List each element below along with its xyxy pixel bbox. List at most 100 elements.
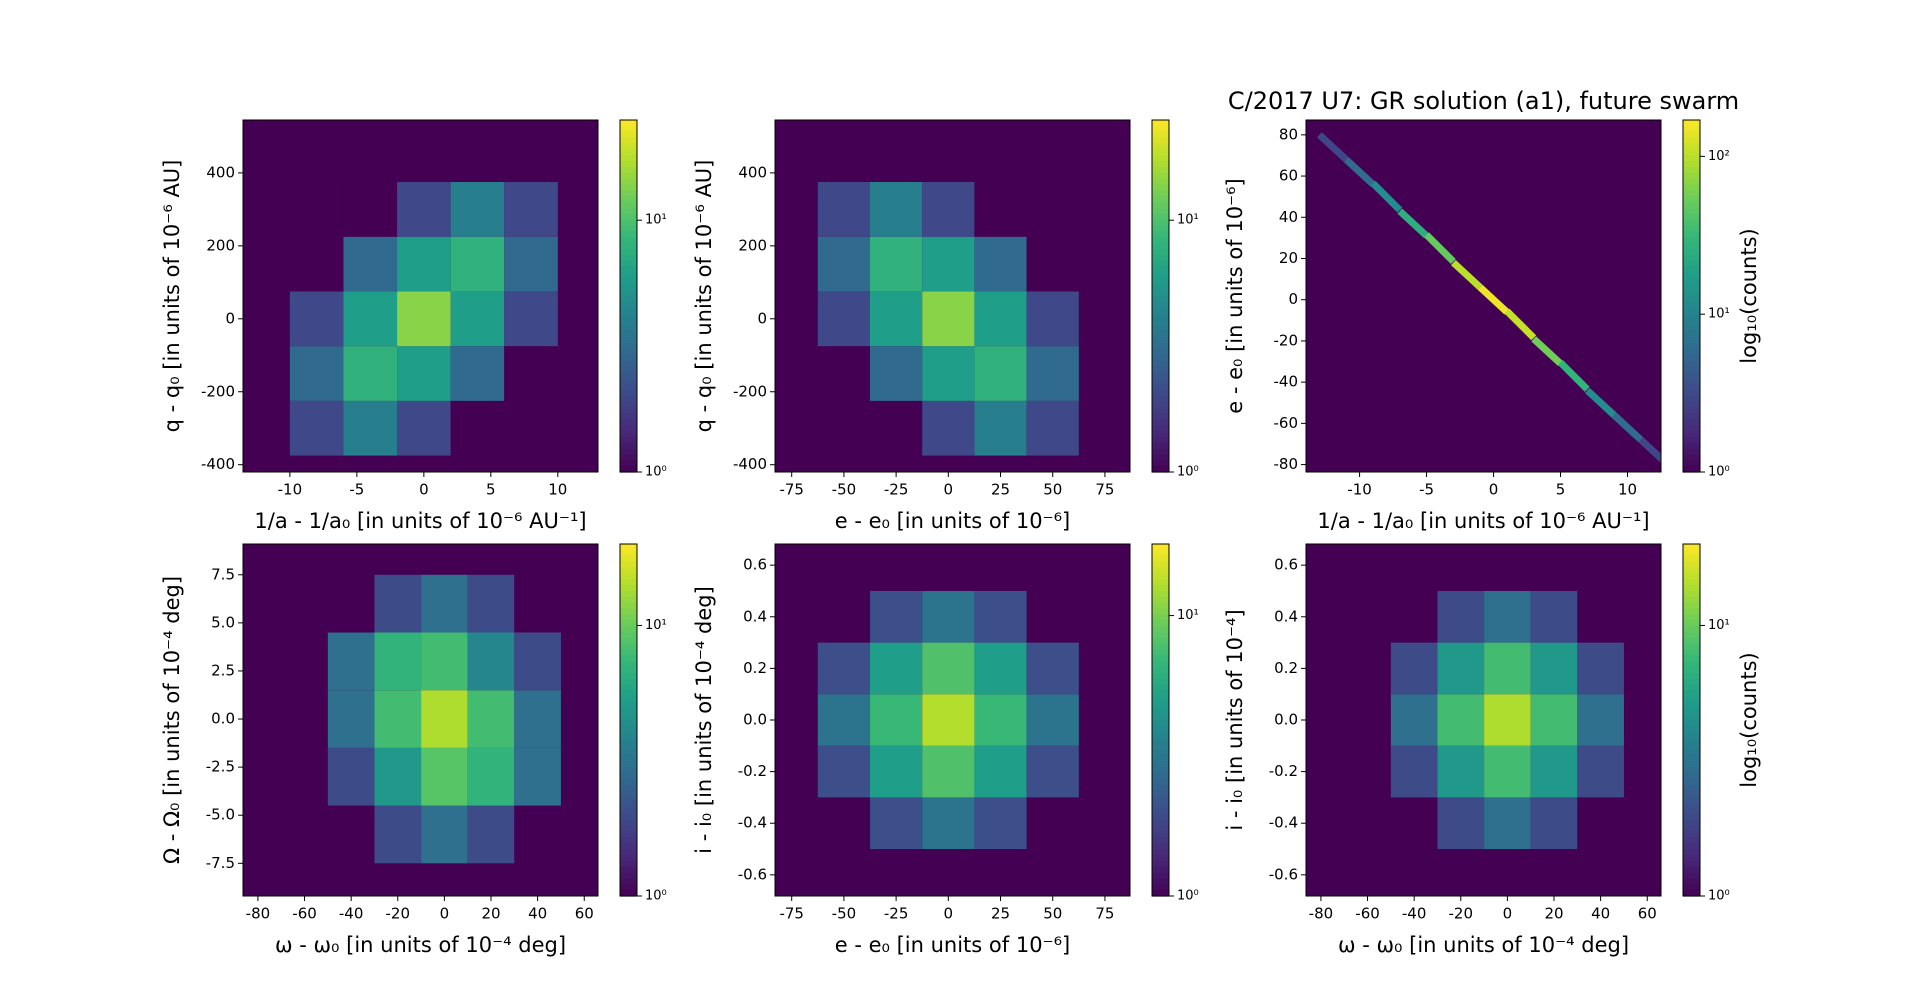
colorbar-swatch bbox=[1152, 837, 1169, 844]
hex-cell bbox=[1530, 590, 1578, 643]
colorbar-swatch bbox=[1152, 702, 1169, 709]
x-tick-label: -75 bbox=[779, 481, 804, 499]
x-tick-label: 0 bbox=[944, 481, 954, 499]
hex-cell bbox=[870, 291, 923, 347]
colorbar-swatch bbox=[620, 260, 637, 268]
colorbar-swatch bbox=[1683, 720, 1700, 727]
colorbar-swatch bbox=[1683, 266, 1700, 274]
hex-cell bbox=[397, 400, 451, 456]
colorbar-swatch bbox=[1683, 596, 1700, 604]
colorbar-swatch bbox=[620, 219, 637, 227]
hex-cell bbox=[467, 805, 515, 864]
colorbar-swatch bbox=[620, 884, 637, 891]
colorbar-swatch bbox=[1152, 549, 1169, 557]
x-tick-label: -40 bbox=[1402, 905, 1427, 923]
colorbar-swatch bbox=[1152, 202, 1169, 209]
hex-cell bbox=[1484, 745, 1531, 798]
colorbar-swatch bbox=[1152, 608, 1169, 615]
colorbar-swatch bbox=[1683, 307, 1700, 315]
colorbar-swatch bbox=[1152, 772, 1169, 780]
x-tick-label: 5 bbox=[486, 481, 496, 499]
colorbar-swatch bbox=[1152, 337, 1169, 344]
colorbar-swatch bbox=[1152, 567, 1169, 574]
x-tick-label: 0 bbox=[944, 905, 954, 923]
hex-cell bbox=[974, 400, 1027, 456]
hex-cell bbox=[974, 642, 1027, 695]
colorbar-swatch bbox=[1152, 890, 1169, 897]
colorbar-swatch bbox=[620, 466, 637, 473]
colorbar-swatch bbox=[1152, 749, 1169, 756]
hex-cell bbox=[1026, 745, 1079, 798]
hex-cell bbox=[870, 590, 923, 643]
x-tick-label: -25 bbox=[884, 905, 909, 923]
x-tick-label: 50 bbox=[1043, 905, 1062, 923]
colorbar-swatch bbox=[620, 430, 637, 438]
colorbar-tick-label: 10⁰ bbox=[645, 889, 667, 904]
colorbar-swatch bbox=[1683, 678, 1700, 686]
colorbar-swatch bbox=[1152, 596, 1169, 604]
colorbar-swatch bbox=[620, 307, 637, 315]
hex-cell bbox=[1026, 236, 1079, 292]
hex-cell bbox=[1577, 745, 1624, 798]
colorbar-swatch bbox=[1152, 813, 1169, 821]
colorbar-swatch bbox=[1152, 401, 1169, 409]
colorbar-swatch bbox=[620, 684, 637, 692]
colorbar-swatch bbox=[1683, 389, 1700, 397]
colorbar-swatch bbox=[1152, 460, 1169, 467]
hex-cell bbox=[1437, 694, 1485, 746]
colorbar-swatch bbox=[1683, 137, 1700, 145]
colorbar-swatch bbox=[1683, 260, 1700, 268]
y-tick-label: -7.5 bbox=[206, 854, 235, 872]
colorbar-swatch bbox=[1683, 802, 1700, 809]
hex-cell bbox=[1390, 745, 1438, 798]
colorbar-swatch bbox=[620, 854, 637, 862]
colorbar-swatch bbox=[1152, 425, 1169, 432]
hex-cell bbox=[397, 291, 451, 347]
colorbar-swatch bbox=[1152, 802, 1169, 809]
colorbar-swatch bbox=[1683, 714, 1700, 721]
colorbar-swatch bbox=[620, 837, 637, 844]
hex-cell bbox=[922, 346, 975, 401]
colorbar-swatch bbox=[620, 190, 637, 197]
colorbar-swatch bbox=[1683, 808, 1700, 815]
colorbar-swatch bbox=[1152, 131, 1169, 139]
colorbar-swatch bbox=[1683, 620, 1700, 627]
colorbar-swatch bbox=[1683, 813, 1700, 821]
hex-cell bbox=[289, 346, 344, 401]
y-tick-label: 0 bbox=[225, 309, 235, 327]
colorbar-swatch bbox=[1683, 243, 1700, 250]
colorbar-swatch bbox=[1683, 131, 1700, 139]
colorbar-swatch bbox=[620, 401, 637, 409]
colorbar-swatch bbox=[620, 632, 637, 639]
hex-cell bbox=[922, 291, 975, 347]
x-tick-label: -20 bbox=[1449, 905, 1474, 923]
y-tick-label: 0.4 bbox=[743, 607, 767, 625]
y-tick-label: 7.5 bbox=[211, 565, 235, 583]
hex-cell bbox=[374, 747, 422, 806]
colorbar-swatch bbox=[1152, 372, 1169, 379]
colorbar-swatch bbox=[1152, 585, 1169, 592]
plot-frame bbox=[242, 119, 599, 473]
x-tick-label: 60 bbox=[1638, 905, 1657, 923]
colorbar-swatch bbox=[1152, 125, 1169, 133]
x-axis-label: ω - ω₀ [in units of 10⁻⁴ deg] bbox=[275, 933, 566, 957]
colorbar-swatch bbox=[1152, 454, 1169, 461]
hex-cell bbox=[1530, 797, 1578, 850]
hex-cell bbox=[817, 182, 871, 237]
colorbar-swatch bbox=[620, 384, 637, 391]
hex-cell bbox=[1477, 284, 1510, 315]
hex-cell bbox=[289, 400, 344, 456]
cells bbox=[1390, 590, 1624, 850]
hex-cell bbox=[450, 291, 505, 347]
hex-cell bbox=[1504, 308, 1537, 341]
colorbar-swatch bbox=[620, 243, 637, 250]
hex-cell bbox=[504, 236, 558, 292]
colorbar-swatch bbox=[1683, 649, 1700, 657]
hex-cell bbox=[817, 346, 871, 401]
colorbar-swatch bbox=[620, 731, 637, 739]
y-tick-label: -0.2 bbox=[738, 762, 767, 780]
x-tick-label: -80 bbox=[1309, 905, 1334, 923]
hex-cell bbox=[1390, 797, 1438, 850]
colorbar-swatch bbox=[620, 436, 637, 444]
